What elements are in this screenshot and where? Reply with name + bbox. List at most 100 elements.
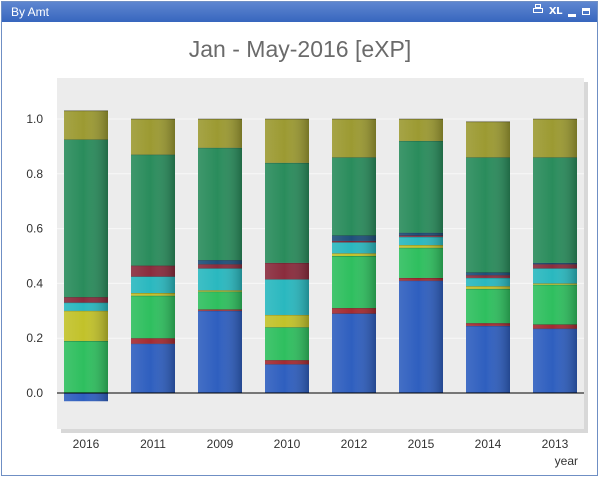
bar-segment-shade (533, 264, 577, 269)
bar-stack-2009[interactable] (198, 118, 242, 393)
bar-stack-2012[interactable] (332, 118, 376, 393)
bar-segment-shade (198, 119, 242, 148)
bar-segment-shade (198, 260, 242, 265)
bar-segment-shade (332, 253, 376, 256)
bar-segment-shade (332, 242, 376, 254)
y-tick-label: 0.2 (26, 331, 43, 345)
x-tick-label: 2011 (140, 437, 166, 451)
bar-segment-shade (332, 157, 376, 236)
bar-segment-shade (466, 121, 510, 158)
x-tick-label: 2016 (73, 437, 100, 451)
bars (64, 110, 577, 402)
bar-stack-2014[interactable] (466, 121, 510, 393)
minimize-icon[interactable] (568, 13, 576, 17)
bar-segment-shade (466, 277, 510, 287)
bar-segment-shade (131, 265, 175, 277)
bar-segment-shade (265, 314, 309, 328)
stacked-bar-chart: Jan - May-2016 [eXP] 0.00.20.40.60.81.0 … (26, 36, 588, 468)
bar-segment-shade (399, 232, 443, 236)
bar-segment-shade (198, 268, 242, 291)
y-tick-labels: 0.0 0.2 0.4 0.6 0.8 1.0 (26, 112, 43, 400)
bar-segment-shade (533, 157, 577, 263)
x-tick-label: 2009 (207, 437, 234, 451)
bar-segment-shade (64, 110, 108, 140)
x-tick-label: 2012 (341, 437, 368, 451)
bar-segment-shade (533, 268, 577, 284)
bar-segment-shade (399, 235, 443, 237)
bar-segment-shade (265, 119, 309, 163)
bar-segment-shade (399, 236, 443, 246)
bar-segment-shade (64, 302, 108, 311)
bar-stack-2016[interactable] (64, 110, 108, 402)
bar-segment-shade (399, 119, 443, 141)
bar-segment-shade (198, 309, 242, 311)
bar-stack-2015[interactable] (399, 118, 443, 393)
bar-segment-shade (64, 393, 108, 402)
bar-segment-shade (131, 343, 175, 393)
bar-segment-shade (131, 119, 175, 155)
bar-segment-shade (131, 292, 175, 296)
print-icon[interactable] (532, 4, 543, 19)
bar-segment-shade (64, 340, 108, 393)
bar-segment-shade (332, 240, 376, 243)
bar-segment-shade (466, 272, 510, 276)
bar-segment-shade (533, 324, 577, 329)
bar-segment-shade (466, 288, 510, 324)
x-tick-label: 2010 (274, 437, 301, 451)
bar-segment-shade (399, 277, 443, 281)
maximize-icon[interactable] (582, 8, 590, 15)
bar-segment-shade (466, 323, 510, 326)
x-tick-labels: 2016 2011 2009 2010 2012 2015 2014 2013 (73, 437, 569, 451)
bar-segment-shade (198, 264, 242, 269)
y-tick-label: 0.8 (26, 167, 43, 181)
bar-segment-shade (533, 328, 577, 393)
window-titlebar[interactable]: By Amt XL (2, 2, 597, 22)
bar-segment-shade (265, 364, 309, 393)
bar-segment-shade (265, 360, 309, 365)
bar-segment-shade (533, 119, 577, 158)
y-tick-label: 0.6 (26, 222, 43, 236)
send-to-excel-button[interactable]: XL (548, 5, 563, 17)
bar-segment-shade (131, 154, 175, 266)
bar-segment-shade (198, 147, 242, 261)
x-tick-label: 2015 (408, 437, 435, 451)
bar-segment-shade (198, 290, 242, 292)
bar-segment-shade (399, 245, 443, 248)
window-title: By Amt (11, 5, 50, 19)
bar-segment-shade (198, 291, 242, 310)
y-tick-label: 1.0 (26, 112, 43, 126)
bar-segment-shade (131, 276, 175, 293)
bar-segment-shade (533, 283, 577, 285)
x-tick-label: 2013 (542, 437, 569, 451)
bar-segment-shade (265, 162, 309, 263)
bar-segment-shade (466, 157, 510, 273)
bar-segment-shade (265, 262, 309, 280)
bar-segment-shade (533, 284, 577, 325)
bar-segment-shade (466, 325, 510, 393)
bar-segment-shade (466, 286, 510, 289)
y-tick-label: 0.0 (26, 386, 43, 400)
bar-segment-shade (332, 235, 376, 241)
bar-segment-shade (399, 247, 443, 278)
chart-title: Jan - May-2016 [eXP] (189, 36, 411, 62)
x-axis-label: year (555, 454, 578, 468)
bar-stack-2011[interactable] (131, 118, 175, 393)
bar-segment-shade (265, 279, 309, 315)
bar-segment-shade (332, 119, 376, 158)
y-tick-label: 0.4 (26, 276, 43, 290)
bar-segment-shade (332, 313, 376, 393)
bar-segment-shade (265, 327, 309, 361)
bar-segment-shade (64, 310, 108, 341)
bar-segment-shade (64, 297, 108, 303)
bar-segment-shade (198, 310, 242, 393)
bar-segment-shade (332, 256, 376, 309)
bar-segment-shade (131, 295, 175, 339)
bar-stack-2013[interactable] (533, 118, 577, 393)
bar-segment-shade (399, 140, 443, 233)
bar-segment-shade (466, 275, 510, 278)
bar-segment-shade (131, 338, 175, 344)
bar-segment-shade (64, 139, 108, 298)
bar-stack-2010[interactable] (265, 118, 309, 393)
bar-segment-shade (332, 308, 376, 314)
window-buttons: XL (532, 4, 590, 19)
